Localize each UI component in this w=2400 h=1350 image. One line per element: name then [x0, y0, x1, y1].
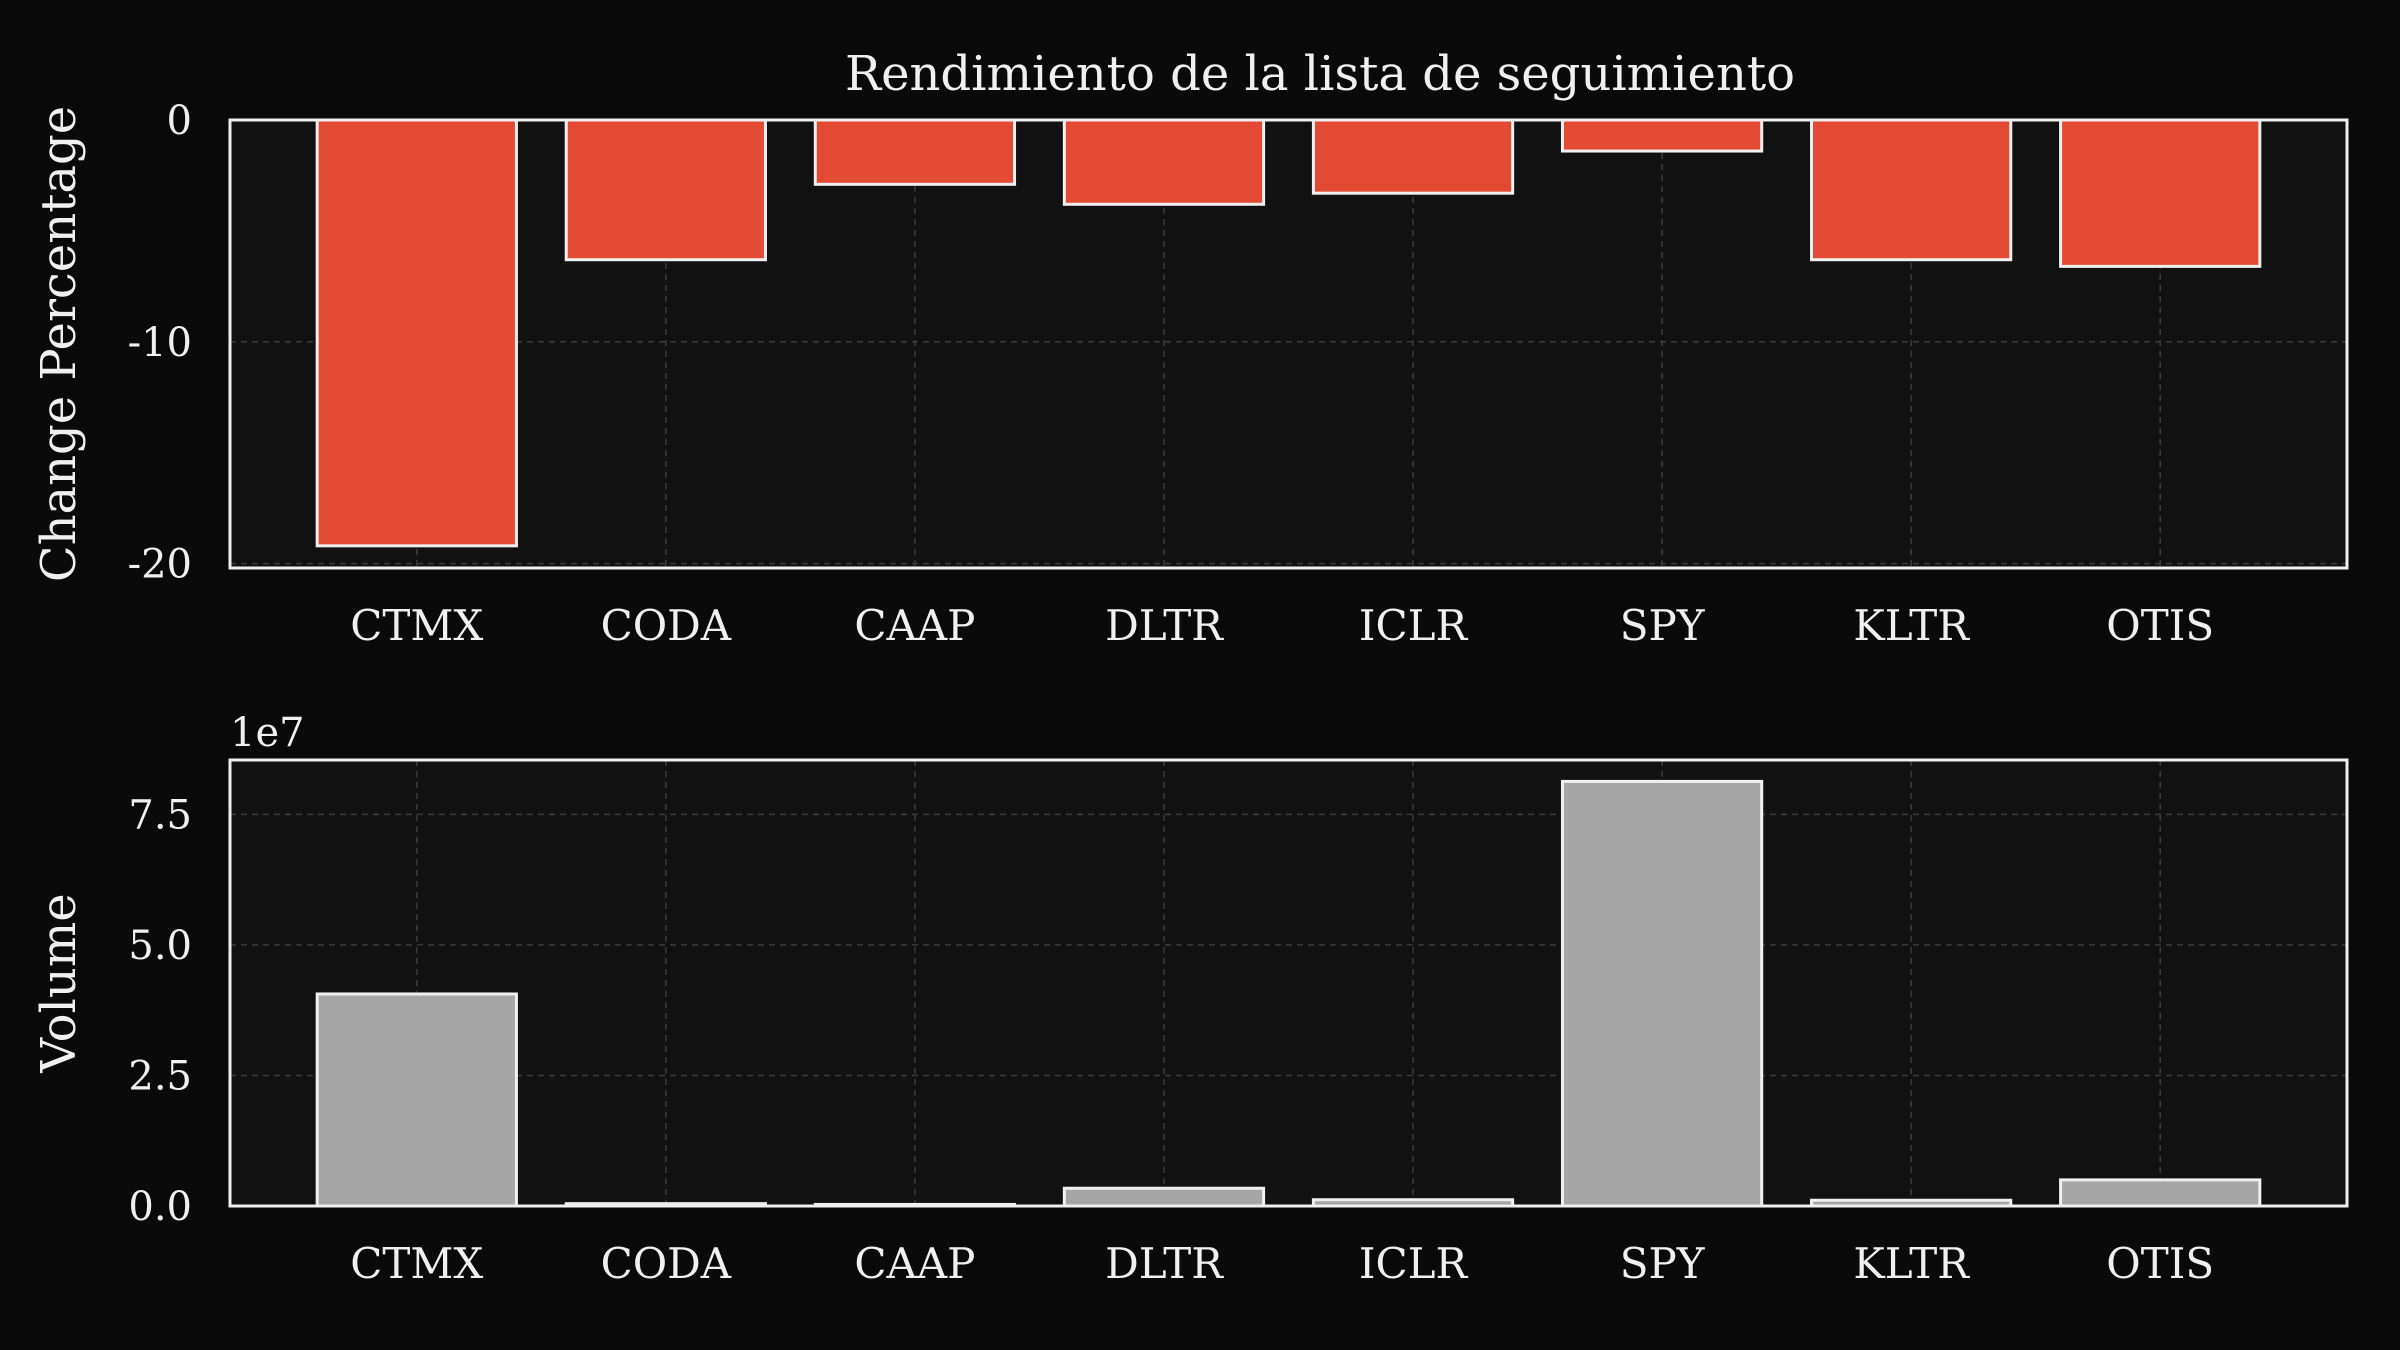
chart-title: Rendimiento de la lista de seguimiento: [845, 46, 1795, 102]
y-tick-label: -10: [128, 320, 192, 366]
x-tick-label: DLTR: [1105, 601, 1224, 650]
y-tick-label: 2.5: [128, 1053, 192, 1099]
x-tick-label: DLTR: [1105, 1239, 1224, 1288]
x-tick-label: ICLR: [1359, 1239, 1469, 1288]
bar-dltr: [1062, 118, 1266, 206]
bar-kltr: [1810, 118, 2013, 262]
y-tick-label: 0.0: [128, 1184, 192, 1230]
y-tick-label: 0: [167, 98, 192, 144]
bar-otis: [2059, 118, 2262, 268]
volume-panel: 0.0 2.5 5.0 7.5 CTMX CODA CAAP DLTR ICLR SPY KLTR O…: [31, 710, 2349, 1288]
bar-otis: [2059, 1178, 2262, 1208]
bar-caap: [813, 118, 1017, 186]
x-tick-label: CODA: [601, 1239, 732, 1288]
bar-spy: [1560, 779, 1764, 1208]
bar-coda: [564, 118, 767, 262]
bar-spy: [1560, 118, 1764, 153]
x-tick-label: SPY: [1620, 1239, 1706, 1288]
x-tick-label: CAAP: [854, 1239, 975, 1288]
x-tick-label: ICLR: [1359, 601, 1469, 650]
bar-iclr: [1311, 118, 1515, 195]
x-tick-label: CTMX: [350, 601, 483, 650]
axes-background: [230, 760, 2347, 1206]
x-tick-label: SPY: [1620, 601, 1706, 650]
bar-dltr: [1062, 1186, 1266, 1208]
x-tick-label: OTIS: [2106, 1239, 2214, 1288]
y-axis-label: Change Percentage: [31, 106, 87, 582]
x-tick-label: CAAP: [854, 601, 975, 650]
bar-ctmx: [315, 992, 518, 1208]
x-tick-label: KLTR: [1853, 1239, 1970, 1288]
axis-offset-text: 1e7: [230, 710, 305, 756]
x-tick-label: CODA: [601, 601, 732, 650]
y-tick-label: 5.0: [128, 923, 192, 969]
axes-frame: [228, 118, 2349, 570]
y-tick-label: -20: [128, 542, 192, 588]
bar-ctmx: [315, 118, 518, 548]
axes-background: [230, 120, 2347, 568]
x-tick-label: KLTR: [1853, 601, 1970, 650]
change-percentage-panel: 0 -10 -20 CTMX CODA CAAP DLTR ICLR SPY KLTR OTIS Ch…: [31, 98, 2349, 650]
y-tick-label: 7.5: [128, 792, 192, 838]
x-tick-label: CTMX: [350, 1239, 483, 1288]
x-tick-label: OTIS: [2106, 601, 2214, 650]
axes-frame: [228, 758, 2349, 1208]
y-axis-label: Volume: [31, 893, 87, 1073]
